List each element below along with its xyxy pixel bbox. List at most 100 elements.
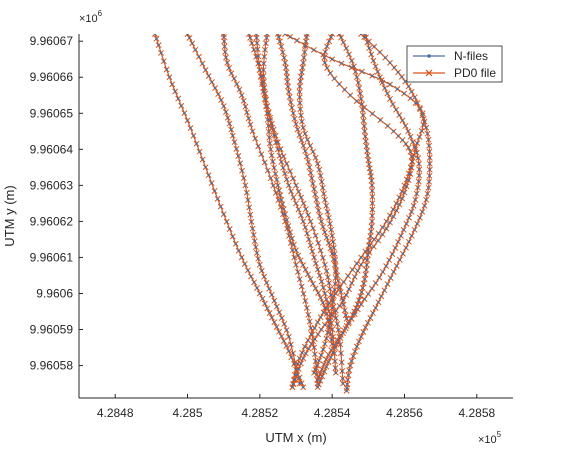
- nfiles-marker: [319, 174, 322, 177]
- track-13: [314, 34, 423, 391]
- nfiles-marker: [268, 311, 271, 315]
- nfiles-marker: [240, 256, 243, 259]
- nfiles-marker: [374, 281, 377, 285]
- nfiles-marker: [321, 225, 325, 228]
- nfiles-marker: [339, 290, 342, 294]
- nfiles-marker: [316, 204, 319, 207]
- nfiles-marker: [409, 135, 412, 138]
- nfiles-marker: [274, 141, 278, 144]
- nfiles-marker: [302, 220, 305, 223]
- nfiles-marker: [343, 88, 346, 91]
- nfiles-marker: [194, 48, 197, 51]
- nfiles-marker: [313, 326, 316, 330]
- nfiles-marker: [278, 40, 282, 43]
- nfiles-marker: [420, 129, 423, 133]
- nfiles-marker: [292, 382, 295, 386]
- nfiles-marker: [308, 166, 311, 169]
- nfiles-marker: [401, 197, 404, 200]
- pd0-marker: [246, 34, 252, 37]
- nfiles-marker: [285, 328, 288, 332]
- nfiles-marker: [361, 286, 364, 290]
- nfiles-marker: [321, 256, 325, 259]
- nfiles-marker: [325, 269, 328, 273]
- nfiles-marker: [369, 171, 372, 174]
- nfiles-marker: [325, 204, 328, 207]
- pd0-marker: [184, 34, 191, 37]
- nfiles-marker: [304, 352, 307, 355]
- nfiles-marker: [298, 278, 301, 281]
- nfiles-marker: [270, 154, 273, 157]
- nfiles-marker: [285, 344, 288, 348]
- nfiles-marker: [292, 243, 296, 246]
- nfiles-marker: [345, 317, 348, 320]
- nfiles-marker: [417, 162, 421, 165]
- nfiles-marker: [180, 104, 183, 108]
- nfiles-marker: [263, 97, 266, 101]
- nfiles-marker: [328, 287, 332, 291]
- nfiles-marker: [398, 203, 401, 206]
- nfiles-marker: [293, 117, 296, 120]
- nfiles-marker: [427, 138, 430, 141]
- nfiles-marker: [312, 371, 316, 374]
- nfiles-marker: [365, 145, 368, 148]
- nfiles-marker: [300, 120, 304, 123]
- nfiles-marker: [394, 246, 397, 250]
- nfiles-marker: [298, 85, 301, 88]
- nfiles-marker: [195, 142, 198, 145]
- nfiles-marker: [401, 252, 405, 255]
- x-ticks: 4.2848 4.285 4.2852 4.2854 4.2856 4.2858: [97, 394, 496, 420]
- nfiles-marker: [311, 150, 315, 153]
- nfiles-marker: [153, 34, 157, 36]
- nfiles-marker: [330, 228, 333, 231]
- nfiles-marker: [322, 192, 325, 195]
- nfiles-marker: [392, 130, 395, 133]
- nfiles-marker: [278, 154, 281, 157]
- nfiles-marker: [324, 50, 327, 54]
- nfiles-marker: [329, 247, 332, 250]
- nfiles-marker: [222, 34, 225, 36]
- nfiles-marker: [327, 360, 330, 364]
- nfiles-marker: [249, 36, 252, 40]
- nfiles-marker: [275, 178, 278, 181]
- nfiles-marker: [273, 321, 276, 324]
- x-tick-label: 4.2856: [386, 406, 423, 420]
- nfiles-marker: [363, 297, 366, 301]
- nfiles-marker: [269, 148, 272, 151]
- nfiles-marker: [307, 238, 311, 241]
- pd0-marker: [336, 34, 343, 37]
- nfiles-marker: [276, 184, 280, 187]
- nfiles-marker: [363, 130, 366, 133]
- nfiles-marker: [305, 35, 308, 39]
- nfiles-marker: [210, 80, 214, 84]
- nfiles-marker: [290, 106, 294, 109]
- nfiles-marker: [423, 204, 426, 207]
- nfiles-marker: [377, 232, 380, 235]
- nfiles-marker: [272, 166, 276, 169]
- nfiles-marker: [255, 36, 258, 39]
- nfiles-marker: [207, 74, 210, 78]
- nfiles-marker: [369, 175, 373, 178]
- x-axis-label: UTM x (m): [265, 430, 326, 445]
- nfiles-marker: [341, 382, 345, 385]
- nfiles-marker: [410, 160, 414, 164]
- nfiles-marker: [228, 227, 231, 231]
- nfiles-marker: [376, 70, 379, 74]
- nfiles-marker: [366, 258, 369, 262]
- nfiles-marker: [317, 291, 320, 295]
- nfiles-marker: [364, 273, 367, 276]
- pd0-markers: [184, 34, 303, 387]
- nfiles-marker: [329, 356, 332, 359]
- y-tick-label: 9.96067: [30, 34, 74, 48]
- nfiles-marker: [325, 298, 328, 301]
- nfiles-marker: [350, 317, 353, 321]
- nfiles-marker: [255, 251, 259, 255]
- nfiles-marker: [359, 335, 363, 338]
- nfiles-marker: [323, 263, 327, 266]
- nfiles-marker: [317, 209, 320, 212]
- nfiles-marker: [293, 378, 297, 381]
- nfiles-marker: [300, 351, 304, 354]
- nfiles-marker: [334, 264, 337, 268]
- nfiles-marker: [213, 86, 217, 90]
- nfiles-marker: [327, 40, 331, 43]
- nfiles-marker: [389, 276, 392, 280]
